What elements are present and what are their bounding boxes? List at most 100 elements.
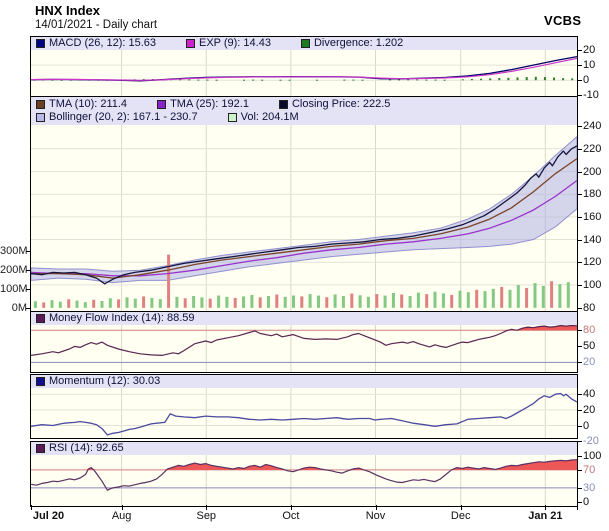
- close-swatch-icon: [278, 100, 288, 109]
- macd-ytick--10: -10: [583, 89, 599, 102]
- price-panel: TMA (10): 211.4 TMA (25): 192.1 Closing Pr…: [30, 96, 578, 312]
- legend-item-momentum: Momentum (12): 30.03: [36, 375, 160, 388]
- y-tick-mark: [577, 126, 582, 128]
- y-tick-mark: [577, 50, 582, 51]
- rsi-panel: RSI (14): 92.65: [30, 441, 578, 507]
- volume-ytick-200M: 200M: [0, 263, 28, 276]
- price-ytick-160: 160: [583, 210, 602, 223]
- tma25-swatch-icon: [157, 100, 167, 109]
- x-axis-label-aug: Aug: [111, 510, 132, 522]
- volume-tick-mark: [26, 307, 31, 309]
- macd-ytick-0: 0: [583, 74, 590, 87]
- legend-item-vol: Vol: 204.1M: [227, 111, 299, 124]
- momentum-swatch-icon: [36, 377, 45, 386]
- volume-tick-mark: [26, 269, 31, 271]
- x-axis-label-oct: Oct: [282, 510, 300, 522]
- exp-swatch-icon: [186, 39, 195, 48]
- bollinger-swatch-icon: [36, 113, 45, 122]
- legend-item-rsi: RSI (14): 92.65: [36, 442, 124, 455]
- rsi-swatch-icon: [36, 444, 45, 453]
- vol-swatch-icon: [227, 113, 237, 122]
- x-tick-mark: [577, 505, 578, 510]
- legend-item-close: Closing Price: 222.5: [278, 98, 391, 111]
- momentum-ytick-40: 40: [583, 388, 596, 401]
- tma10-swatch-icon: [36, 100, 45, 109]
- y-tick-mark: [577, 216, 582, 218]
- chart-subtitle: 14/01/2021 - Daily chart: [35, 19, 158, 31]
- price-ytick-120: 120: [583, 256, 602, 269]
- y-tick-mark: [577, 346, 582, 348]
- legend-label-mfi: Money Flow Index (14): 88.59: [49, 312, 195, 324]
- brand-logo: VCBS: [544, 13, 582, 28]
- y-tick-mark: [577, 95, 582, 97]
- x-tick-mark: [121, 505, 123, 510]
- rsi-legend: RSI (14): 92.65: [31, 442, 577, 455]
- mfi-legend: Money Flow Index (14): 88.59: [31, 312, 577, 325]
- volume-ytick-0M: 0M: [11, 301, 27, 314]
- y-tick-mark: [577, 456, 582, 458]
- price-ytick-100: 100: [583, 278, 602, 291]
- x-tick-mark: [460, 505, 462, 510]
- rsi-plot: [31, 455, 577, 506]
- macd-swatch-icon: [36, 39, 45, 48]
- y-tick-mark: [577, 171, 582, 173]
- legend-item-divergence: Divergence: 1.202: [300, 37, 404, 50]
- divergence-swatch-icon: [300, 39, 310, 48]
- macd-panel: MACD (26, 12): 15.63 EXP (9): 14.43 Diverg…: [30, 36, 578, 97]
- price-ytick-200: 200: [583, 165, 602, 178]
- price-legend-row: Bollinger (20, 2): 167.1 - 230.7 Vol: 204…: [36, 111, 577, 124]
- legend-label-vol: Vol: 204.1M: [240, 111, 299, 123]
- mfi-ytick-50: 50: [583, 340, 596, 353]
- y-tick-mark: [577, 148, 582, 150]
- price-ytick-180: 180: [583, 188, 602, 201]
- x-tick-mark: [545, 505, 547, 510]
- y-tick-mark: [577, 409, 582, 411]
- momentum-ytick-0: 0: [583, 419, 590, 432]
- macd-ytick-20: 20: [583, 44, 596, 56]
- legend-label-macd: MACD (26, 12): 15.63: [49, 37, 156, 49]
- legend-item-exp: EXP (9): 14.43: [186, 37, 271, 50]
- x-axis-label-jan-21: Jan 21: [528, 510, 563, 522]
- x-axis-label-sep: Sep: [196, 510, 217, 522]
- page-title: HNX Index: [35, 3, 101, 18]
- price-ytick-240: 240: [583, 120, 602, 133]
- legend-item-macd: MACD (26, 12): 15.63: [36, 37, 156, 50]
- macd-legend: MACD (26, 12): 15.63 EXP (9): 14.43 Diverg…: [31, 37, 577, 50]
- mfi-swatch-icon: [36, 314, 45, 323]
- volume-tick-mark: [26, 250, 31, 252]
- legend-item-bollinger: Bollinger (20, 2): 167.1 - 230.7: [36, 111, 198, 124]
- mfi-ytick-20: 20: [583, 356, 596, 369]
- x-tick-mark: [375, 505, 377, 510]
- legend-label-close: Closing Price: 222.5: [291, 98, 391, 110]
- y-tick-mark: [577, 330, 582, 332]
- price-legend: TMA (10): 211.4 TMA (25): 192.1 Closing Pr…: [31, 97, 577, 125]
- y-tick-mark: [577, 307, 582, 309]
- momentum-legend: Momentum (12): 30.03: [31, 375, 577, 388]
- legend-label-exp: EXP (9): 14.43: [199, 37, 271, 49]
- y-tick-mark: [577, 425, 582, 427]
- y-tick-mark: [577, 469, 582, 471]
- rsi-legend-row: RSI (14): 92.65: [36, 442, 577, 455]
- y-tick-mark: [577, 262, 582, 264]
- rsi-ytick-100: 100: [583, 450, 602, 463]
- x-tick-mark: [206, 505, 208, 510]
- volume-ytick-300M: 300M: [0, 244, 28, 257]
- x-axis-label-jul-20: Jul 20: [32, 510, 65, 522]
- price-ytick-220: 220: [583, 142, 602, 155]
- legend-label-divergence: Divergence: 1.202: [313, 37, 404, 49]
- macd-ytick-10: 10: [583, 59, 596, 72]
- mfi-plot: [31, 325, 577, 372]
- x-axis-label-nov: Nov: [365, 510, 386, 522]
- y-tick-mark: [577, 487, 582, 489]
- rsi-ytick-70: 70: [583, 463, 596, 476]
- price-ytick-140: 140: [583, 233, 602, 246]
- x-tick-mark: [290, 505, 292, 510]
- momentum-plot: [31, 388, 577, 438]
- x-tick-mark: [31, 505, 32, 510]
- momentum-panel: Momentum (12): 30.03: [30, 374, 578, 439]
- y-tick-mark: [577, 194, 582, 196]
- x-axis-label-dec: Dec: [450, 510, 471, 522]
- price-plot: [31, 125, 577, 311]
- y-tick-mark: [577, 80, 582, 82]
